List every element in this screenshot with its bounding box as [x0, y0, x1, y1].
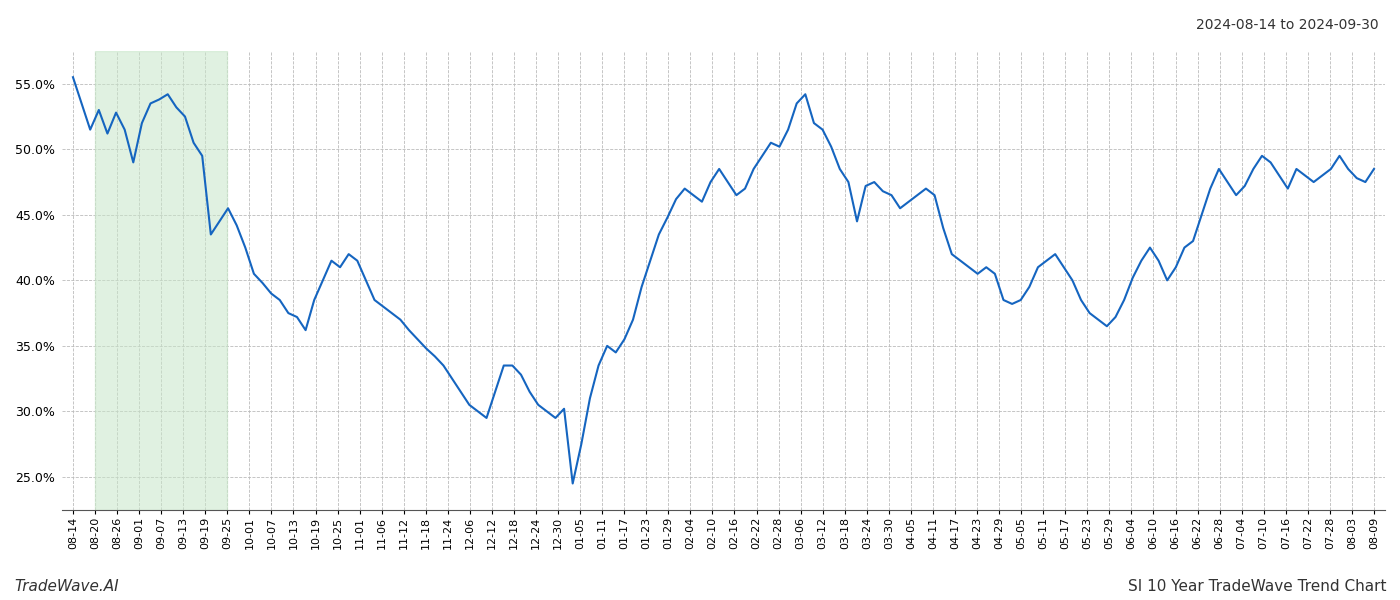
Text: 2024-08-14 to 2024-09-30: 2024-08-14 to 2024-09-30 [1197, 18, 1379, 32]
Text: SI 10 Year TradeWave Trend Chart: SI 10 Year TradeWave Trend Chart [1127, 579, 1386, 594]
Bar [95, 51, 227, 509]
Text: TradeWave.AI: TradeWave.AI [14, 579, 119, 594]
